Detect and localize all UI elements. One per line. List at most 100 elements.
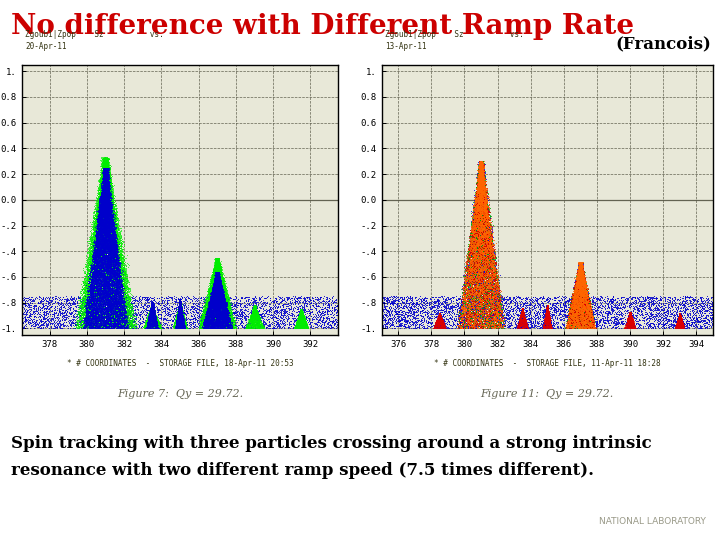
Point (423, 308, 434, 317)
Point (242, 319, 253, 327)
Point (576, 296, 588, 305)
Point (477, 233, 489, 242)
Point (88, 283, 99, 292)
Point (122, 321, 133, 330)
Point (471, 225, 482, 234)
Point (96, 207, 108, 215)
Point (108, 306, 120, 315)
Point (577, 295, 588, 304)
Point (492, 299, 503, 308)
Point (104, 289, 115, 298)
Point (476, 239, 487, 248)
Point (248, 305, 259, 314)
Point (204, 284, 215, 293)
Point (476, 166, 487, 175)
Point (297, 312, 308, 320)
Point (480, 321, 492, 329)
Point (122, 293, 133, 302)
Point (481, 240, 492, 249)
Point (207, 299, 218, 307)
Point (204, 309, 215, 318)
Point (109, 252, 121, 260)
Point (215, 279, 226, 287)
Point (217, 279, 229, 287)
Point (102, 251, 114, 259)
Point (99, 166, 111, 175)
Point (475, 219, 487, 228)
Point (634, 292, 645, 301)
Point (175, 302, 186, 311)
Point (251, 308, 263, 317)
Point (582, 296, 593, 305)
Point (460, 295, 472, 304)
Point (110, 306, 122, 315)
Point (99, 182, 111, 191)
Point (469, 226, 481, 234)
Point (212, 276, 224, 285)
Point (87, 303, 99, 312)
Point (516, 309, 527, 318)
Point (86, 258, 98, 267)
Point (212, 269, 223, 278)
Point (474, 178, 485, 186)
Point (471, 201, 482, 210)
Point (482, 279, 494, 288)
Point (624, 308, 636, 316)
Point (213, 287, 225, 295)
Point (222, 309, 233, 318)
Point (472, 202, 483, 211)
Point (215, 323, 227, 332)
Point (673, 315, 685, 323)
Point (217, 275, 228, 284)
Point (100, 170, 112, 179)
Point (577, 279, 589, 287)
Point (566, 313, 577, 321)
Point (672, 314, 684, 322)
Point (212, 279, 223, 287)
Point (83, 306, 94, 314)
Point (482, 229, 493, 238)
Point (624, 313, 635, 321)
Point (208, 307, 220, 316)
Point (103, 262, 114, 271)
Point (89, 298, 100, 306)
Point (101, 235, 112, 244)
Point (110, 264, 122, 272)
Point (474, 298, 485, 306)
Point (214, 298, 225, 307)
Point (211, 261, 222, 269)
Point (78, 313, 89, 321)
Point (516, 306, 527, 315)
Point (678, 322, 690, 331)
Point (492, 309, 503, 318)
Point (518, 315, 529, 323)
Point (212, 279, 223, 287)
Point (96, 224, 108, 232)
Point (435, 321, 446, 329)
Point (474, 225, 485, 233)
Point (109, 264, 121, 272)
Point (481, 210, 492, 219)
Point (582, 298, 593, 307)
Point (97, 248, 109, 257)
Point (215, 270, 226, 279)
Point (174, 317, 185, 326)
Point (593, 316, 605, 325)
Point (94, 206, 105, 214)
Point (300, 320, 311, 329)
Point (99, 171, 111, 179)
Point (295, 307, 307, 316)
Point (477, 161, 488, 170)
Point (475, 170, 487, 179)
Point (213, 296, 225, 305)
Point (478, 276, 490, 285)
Point (570, 284, 582, 293)
Point (479, 172, 490, 181)
Point (517, 304, 528, 313)
Point (581, 322, 593, 330)
Point (119, 322, 130, 331)
Point (211, 282, 222, 291)
Point (213, 277, 225, 286)
Point (101, 197, 112, 205)
Point (475, 174, 487, 183)
